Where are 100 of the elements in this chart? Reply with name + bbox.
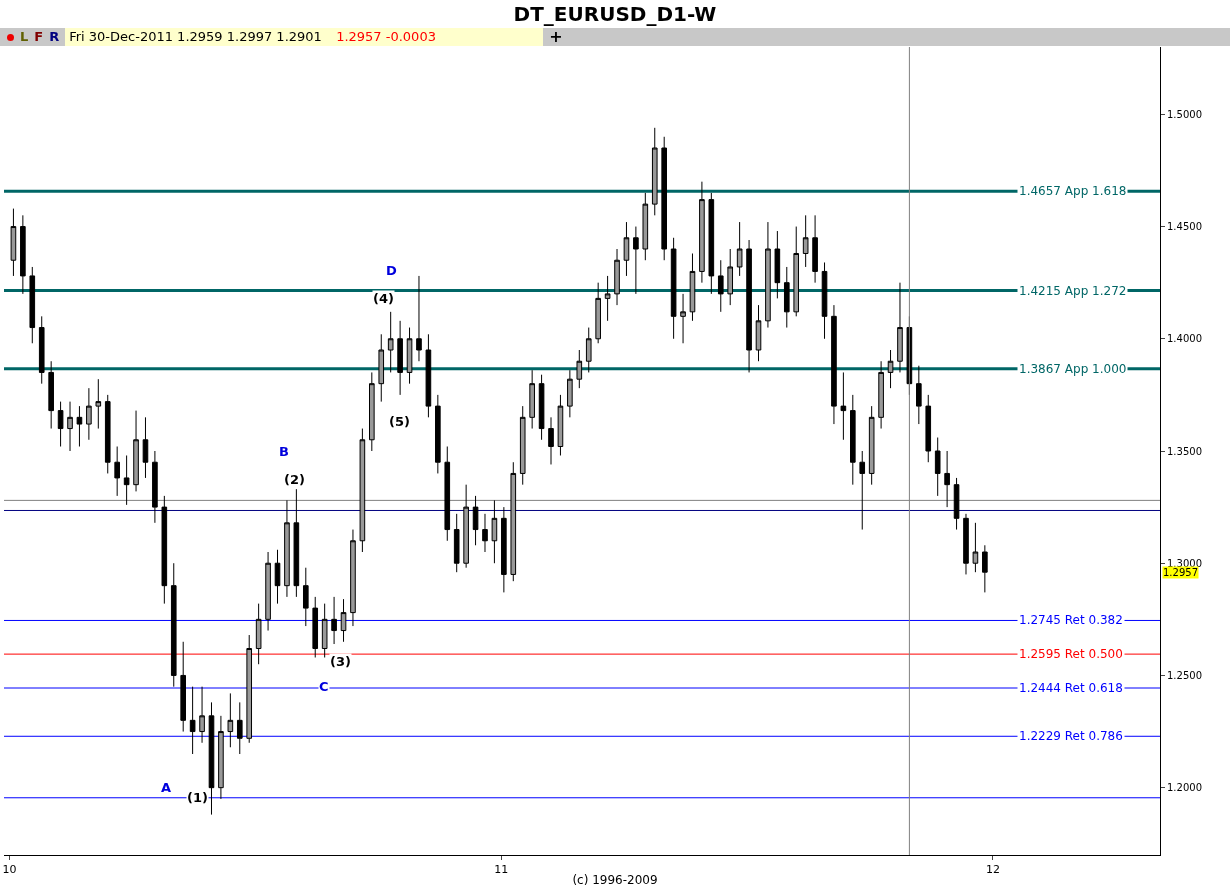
x-tick-label: 10 bbox=[2, 863, 17, 877]
candlestick bbox=[897, 282, 903, 373]
ref-line-label: 1.2745 Ret 0.382 bbox=[1019, 613, 1123, 627]
candlestick bbox=[934, 437, 941, 497]
candlestick bbox=[699, 181, 705, 284]
y-tick-label: 1.4000 bbox=[1167, 333, 1202, 345]
candlestick bbox=[557, 394, 564, 456]
candlestick bbox=[133, 410, 139, 492]
candlestick bbox=[538, 374, 545, 441]
candlestick bbox=[887, 349, 894, 389]
candlestick bbox=[463, 484, 469, 569]
candlestick bbox=[48, 360, 54, 430]
x-tick-label: 11 bbox=[494, 863, 509, 877]
candlestick bbox=[170, 562, 177, 688]
annotation: B bbox=[279, 444, 289, 459]
ref-line-label: 1.2444 Ret 0.618 bbox=[1019, 681, 1123, 695]
y-tick-label: 1.4500 bbox=[1167, 221, 1202, 233]
ref-line-label: 1.4215 App 1.272 bbox=[1019, 284, 1127, 298]
candlestick bbox=[916, 365, 922, 425]
candlestick bbox=[114, 446, 120, 497]
candlestick bbox=[359, 428, 366, 553]
candlestick bbox=[614, 248, 620, 306]
text: 1.2957 -0.0003 bbox=[336, 29, 436, 44]
candlestick bbox=[868, 405, 875, 486]
candlestick bbox=[340, 598, 347, 643]
candlestick bbox=[444, 446, 451, 542]
candlestick bbox=[944, 450, 950, 508]
candlestick bbox=[604, 275, 611, 322]
y-tick-label: 1.2500 bbox=[1167, 669, 1202, 681]
candlestick bbox=[265, 551, 271, 632]
candlestick bbox=[567, 369, 573, 418]
candlestick bbox=[104, 394, 111, 474]
candlestick bbox=[708, 192, 715, 295]
chart-title: DT_EURUSD_D1-W bbox=[513, 2, 717, 26]
candlestick bbox=[831, 304, 837, 425]
candlestick bbox=[29, 266, 36, 344]
candlestick bbox=[397, 320, 403, 396]
candlestick bbox=[67, 401, 73, 452]
candlestick bbox=[529, 369, 535, 430]
y-tick-label: 1.3000 bbox=[1167, 557, 1202, 569]
candlestick bbox=[142, 416, 149, 479]
annotation: (5) bbox=[389, 414, 410, 429]
candlestick bbox=[840, 371, 847, 441]
candlestick bbox=[651, 127, 658, 216]
candlestick bbox=[821, 261, 828, 340]
candlestick bbox=[331, 596, 337, 645]
candlestick bbox=[161, 495, 168, 605]
candlestick bbox=[680, 293, 686, 344]
candlestick bbox=[218, 715, 224, 800]
candlestick bbox=[812, 214, 818, 284]
candlestick bbox=[416, 275, 422, 362]
candlestick bbox=[661, 136, 667, 261]
candlestick bbox=[10, 208, 17, 277]
candlestick bbox=[284, 499, 290, 598]
candlestick bbox=[406, 327, 413, 385]
ref-line-label: 1.3867 App 1.000 bbox=[1019, 362, 1127, 376]
candlestick bbox=[878, 360, 884, 430]
candlestick bbox=[972, 522, 979, 573]
candlestick bbox=[369, 371, 375, 452]
candlestick bbox=[378, 333, 385, 403]
candlestick bbox=[774, 230, 781, 299]
candlestick bbox=[746, 239, 752, 373]
x-tick-label: 12 bbox=[985, 863, 1000, 877]
candlestick bbox=[246, 634, 253, 744]
candlestick bbox=[793, 226, 800, 317]
text: Fri 30-Dec-2011 1.2959 1.2997 1.2901 bbox=[69, 29, 322, 44]
candlestick bbox=[76, 405, 83, 448]
annotation: (4) bbox=[373, 291, 394, 306]
text: F bbox=[34, 28, 44, 46]
candlestick bbox=[717, 259, 724, 313]
candlestick bbox=[633, 226, 639, 295]
candlestick bbox=[435, 394, 441, 474]
candlestick bbox=[850, 394, 856, 486]
candlestick bbox=[576, 349, 583, 389]
candlestick bbox=[982, 544, 988, 593]
candlestick bbox=[236, 701, 243, 755]
candlestick bbox=[472, 495, 479, 546]
candlestick bbox=[595, 282, 601, 344]
candlestick bbox=[302, 567, 309, 627]
candlestick bbox=[623, 221, 630, 277]
candlestick bbox=[350, 529, 356, 627]
candlestick bbox=[387, 311, 394, 373]
candlestick bbox=[227, 692, 234, 748]
ref-line-label: 1.2595 Ret 0.500 bbox=[1019, 647, 1123, 661]
candlestick bbox=[953, 477, 960, 531]
text: + bbox=[549, 27, 563, 46]
candlestick bbox=[963, 513, 969, 575]
candlestick bbox=[180, 641, 186, 733]
candlestick bbox=[208, 701, 215, 816]
candlestick bbox=[86, 387, 92, 441]
annotation: (1) bbox=[187, 790, 208, 805]
candlestick bbox=[491, 499, 498, 564]
candlestick bbox=[482, 513, 488, 553]
text: R bbox=[49, 28, 60, 46]
y-tick-label: 1.3500 bbox=[1167, 445, 1202, 457]
candlestick bbox=[783, 266, 790, 329]
text: L bbox=[20, 28, 29, 46]
y-tick-label: 1.2000 bbox=[1167, 782, 1202, 794]
candlestick bbox=[312, 596, 319, 658]
annotation: (3) bbox=[330, 654, 351, 669]
